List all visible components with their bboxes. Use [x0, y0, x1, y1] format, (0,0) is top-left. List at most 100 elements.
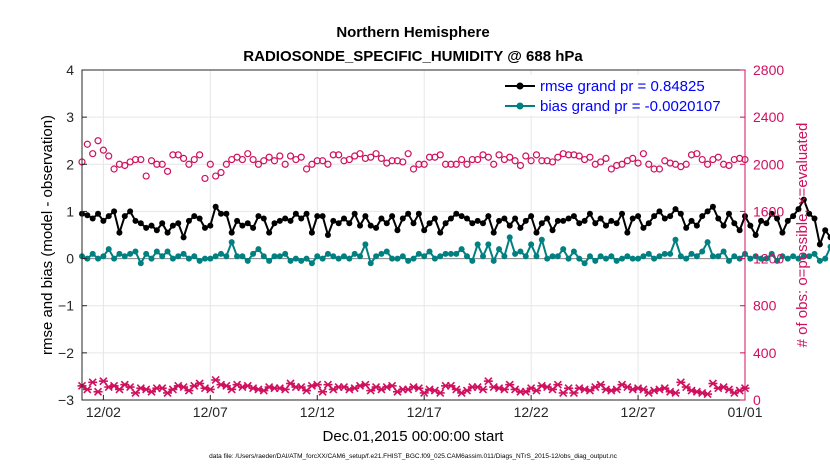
bias-point — [346, 255, 353, 262]
rmse-point — [373, 224, 380, 231]
obs-possible-point — [329, 151, 337, 159]
bias-point — [709, 253, 716, 260]
obs-possible-point — [399, 158, 407, 166]
rmse-point — [143, 224, 150, 231]
bias-point — [672, 236, 679, 243]
bias-point — [661, 250, 668, 257]
bias-point — [768, 250, 775, 257]
rmse-point — [827, 234, 830, 241]
bias-point — [597, 253, 604, 260]
rmse-point — [480, 220, 487, 227]
obs-possible-point — [618, 160, 626, 168]
obs-possible-point — [484, 153, 492, 161]
rmse-point — [394, 227, 401, 234]
rmse-point — [250, 224, 257, 231]
bias-point — [89, 250, 96, 257]
bias-point — [298, 257, 305, 264]
bias-point — [84, 255, 91, 262]
rmse-point — [496, 217, 503, 224]
obs-possible-point — [602, 154, 610, 162]
obs-possible-point — [367, 153, 375, 161]
obs-possible-point — [564, 151, 573, 159]
obs-possible-point — [511, 157, 519, 165]
obs-evaluated-point — [205, 385, 215, 394]
obs-possible-point — [190, 155, 198, 164]
obs-possible-point — [607, 165, 615, 173]
obs-possible-point — [212, 172, 220, 180]
obs-possible-point — [538, 157, 546, 165]
rmse-point — [790, 213, 797, 220]
bias-point — [774, 257, 781, 264]
obs-possible-point — [629, 154, 637, 162]
obs-evaluated-point — [82, 385, 92, 394]
obs-possible-point — [409, 165, 418, 173]
rmse-point — [287, 217, 294, 224]
obs-evaluated-point — [660, 384, 670, 393]
obs-possible-point — [153, 160, 161, 168]
bias-point — [282, 250, 289, 257]
rmse-point — [592, 220, 599, 227]
bias-point — [651, 255, 658, 262]
rmse-point — [218, 210, 225, 217]
bias-point — [212, 253, 219, 260]
bias-point — [239, 253, 246, 260]
x-tick-label: 12/22 — [514, 404, 549, 420]
rmse-point — [570, 213, 577, 220]
bias-point — [399, 253, 406, 260]
bias-point — [164, 248, 171, 255]
obs-possible-point — [249, 155, 257, 164]
rmse-point — [228, 229, 235, 236]
rmse-point — [121, 213, 128, 220]
obs-possible-point — [548, 158, 557, 166]
obs-possible-point — [495, 151, 503, 159]
obs-possible-point — [356, 150, 364, 158]
bias-point — [758, 255, 765, 262]
rmse-point — [319, 213, 326, 220]
bias-point — [496, 246, 503, 253]
rmse-point — [266, 229, 273, 236]
bias-point — [389, 255, 396, 262]
bias-point — [731, 253, 738, 260]
bias-point — [405, 257, 412, 264]
error-series — [79, 196, 830, 267]
rmse-point — [747, 222, 754, 229]
obs-evaluated-point — [462, 386, 472, 395]
x-axis-label: Dec.01,2015 00:00:00 start — [323, 428, 505, 445]
obs-possible-point — [725, 161, 733, 170]
bias-point — [180, 250, 187, 257]
bias-point — [549, 253, 556, 260]
bias-point — [260, 253, 267, 260]
obs-possible-point — [345, 155, 353, 164]
bias-point — [303, 255, 310, 262]
obs-evaluated-point — [88, 378, 98, 387]
bias-point — [223, 253, 230, 260]
obs-possible-point — [372, 150, 380, 158]
bias-point — [811, 250, 818, 257]
x-tick-label: 01/01 — [727, 404, 762, 420]
bias-point — [645, 250, 652, 257]
rmse-point — [806, 210, 813, 217]
rmse-point — [795, 206, 802, 213]
bias-point — [715, 253, 722, 260]
bias-point — [517, 248, 524, 255]
bias-point — [143, 250, 150, 257]
rmse-point — [715, 215, 722, 222]
bias-point — [250, 250, 257, 257]
rmse-point — [560, 217, 567, 224]
rmse-point — [677, 210, 684, 217]
obs-evaluated-point — [670, 388, 680, 397]
bias-point — [795, 255, 802, 262]
bias-point — [324, 250, 331, 257]
bias-point — [394, 255, 401, 262]
rmse-point — [602, 222, 609, 229]
y-right-tick-label: 400 — [753, 345, 777, 361]
obs-possible-point — [254, 160, 263, 168]
bias-point — [415, 250, 422, 257]
bias-point — [800, 253, 807, 260]
bias-point — [613, 257, 620, 264]
rmse-point — [779, 229, 786, 236]
obs-evaluated-point — [366, 386, 376, 395]
rmse-point — [324, 232, 331, 238]
obs-possible-point — [452, 160, 460, 168]
bias-point — [506, 234, 513, 241]
